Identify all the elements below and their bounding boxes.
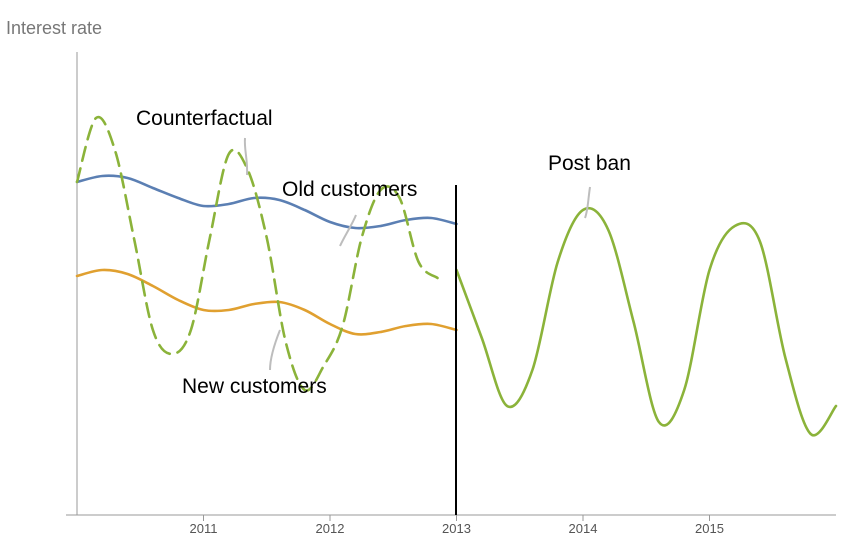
series-line-post-ban bbox=[455, 206, 838, 437]
series-line-counterfactual bbox=[75, 115, 439, 392]
series-line-old-customers bbox=[75, 174, 458, 230]
old-customers-label: Old customers bbox=[282, 178, 417, 201]
new-customers-leader bbox=[269, 329, 281, 371]
series-lines bbox=[75, 115, 838, 437]
counterfactual-leader bbox=[243, 137, 249, 176]
x-ticks: 2011 2012 2013 2014 2015 bbox=[190, 515, 724, 534]
counterfactual-label: Counterfactual bbox=[136, 107, 273, 130]
post-ban-leader bbox=[584, 186, 591, 219]
x-tick-label: 2012 bbox=[316, 521, 345, 534]
x-tick-label: 2015 bbox=[695, 521, 724, 534]
x-tick-label: 2011 bbox=[190, 521, 218, 534]
x-tick-label: 2013 bbox=[442, 521, 471, 534]
post-ban-label: Post ban bbox=[548, 152, 631, 175]
y-axis-label: Interest rate bbox=[6, 18, 102, 38]
new-customers-label: New customers bbox=[182, 375, 327, 398]
x-tick-label: 2014 bbox=[569, 521, 598, 534]
old-customers-leader bbox=[339, 214, 357, 247]
series-line-new-customers bbox=[75, 268, 458, 336]
